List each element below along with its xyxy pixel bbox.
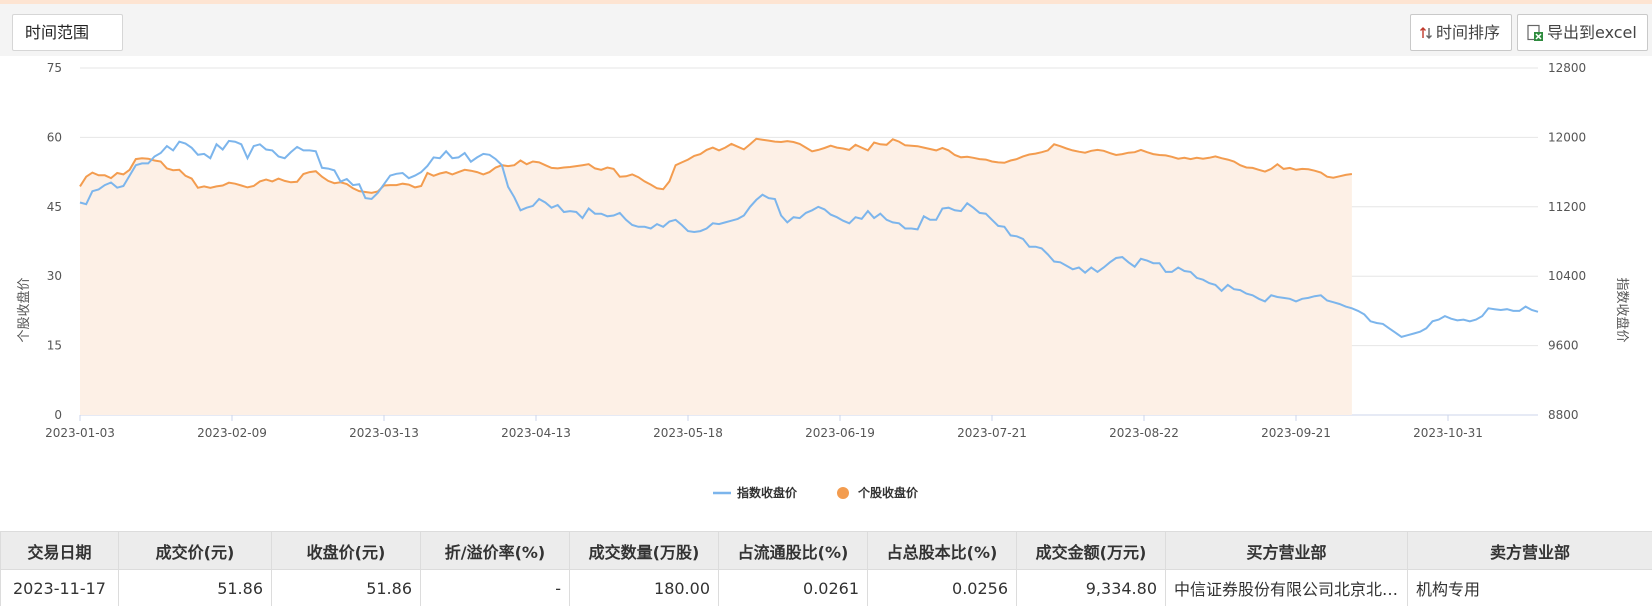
left-tick-label: 30	[47, 269, 62, 283]
excel-icon	[1526, 24, 1544, 42]
toolbar: 时间范围 时间排序 导出到excel	[0, 4, 1652, 56]
right-tick-label: 12000	[1548, 130, 1586, 144]
block-trade-table: 交易日期 成交价(元) 收盘价(元) 折/溢价率(%) 成交数量(万股) 占流通…	[0, 531, 1652, 606]
stock-area-fill	[80, 138, 1352, 416]
header-trade-price[interactable]: 成交价(元)	[118, 531, 272, 570]
table-row[interactable]: 2023-11-17 51.86 51.86 - 180.00 0.0261 0…	[0, 569, 1652, 606]
header-premium-rate[interactable]: 折/溢价率(%)	[420, 531, 570, 570]
right-tick-label: 10400	[1548, 269, 1586, 283]
cell-premium-rate: -	[420, 569, 570, 606]
header-buyer-branch[interactable]: 买方营业部	[1165, 531, 1408, 570]
header-close-price[interactable]: 收盘价(元)	[271, 531, 421, 570]
right-tick-label: 8800	[1548, 408, 1579, 422]
x-tick-label: 2023-07-21	[957, 426, 1027, 440]
chart-legend: 指数收盘价 个股收盘价	[713, 485, 919, 500]
x-tick-label: 2023-08-22	[1109, 426, 1179, 440]
left-tick-label: 15	[47, 339, 62, 353]
right-tick-label: 12800	[1548, 61, 1586, 75]
export-excel-button[interactable]: 导出到excel	[1517, 14, 1648, 51]
cell-trade-date: 2023-11-17	[0, 569, 119, 606]
table-header-row: 交易日期 成交价(元) 收盘价(元) 折/溢价率(%) 成交数量(万股) 占流通…	[0, 531, 1652, 570]
x-tick-label: 2023-10-31	[1413, 426, 1483, 440]
left-tick-label: 45	[47, 200, 62, 214]
export-excel-label: 导出到excel	[1547, 23, 1637, 42]
header-total-ratio[interactable]: 占总股本比(%)	[867, 531, 1017, 570]
cell-total-ratio: 0.0256	[867, 569, 1017, 606]
legend-item-index[interactable]: 指数收盘价	[713, 485, 798, 500]
right-tick-label: 11200	[1548, 200, 1586, 214]
legend-item-stock[interactable]: 个股收盘价	[837, 485, 919, 500]
x-tick-label: 2023-09-21	[1261, 426, 1331, 440]
cell-close-price: 51.86	[271, 569, 421, 606]
header-trade-date[interactable]: 交易日期	[0, 531, 119, 570]
svg-text:指数收盘价: 指数收盘价	[737, 485, 798, 500]
header-float-ratio[interactable]: 占流通股比(%)	[718, 531, 868, 570]
top-accent-bar	[0, 0, 1652, 4]
left-tick-label: 75	[47, 61, 62, 75]
index-close-line	[79, 139, 1539, 338]
header-volume[interactable]: 成交数量(万股)	[569, 531, 719, 570]
cell-buyer-branch[interactable]: 中信证券股份有限公司北京北…	[1165, 569, 1408, 606]
price-chart: 75 12800 60 12000 45 11200 30 10400 15 9600 0 8800 2…	[16, 61, 1630, 500]
time-sort-button[interactable]: 时间排序	[1410, 14, 1512, 51]
cell-float-ratio: 0.0261	[718, 569, 868, 606]
x-tick-label: 2023-06-19	[805, 426, 875, 440]
right-tick-label: 9600	[1548, 339, 1579, 353]
cell-seller-branch[interactable]: 机构专用	[1407, 569, 1652, 606]
x-tick-label: 2023-05-18	[653, 426, 723, 440]
x-tick-label: 2023-04-13	[501, 426, 571, 440]
left-tick-label: 60	[47, 130, 62, 144]
header-amount[interactable]: 成交金额(万元)	[1016, 531, 1166, 570]
left-axis-title: 个股收盘价	[16, 277, 32, 342]
left-tick-label: 0	[54, 408, 62, 422]
time-sort-label: 时间排序	[1436, 23, 1501, 42]
right-axis-title: 指数收盘价	[1614, 277, 1630, 342]
x-tick-label: 2023-01-03	[45, 426, 115, 440]
cell-amount: 9,334.80	[1016, 569, 1166, 606]
cell-volume: 180.00	[569, 569, 719, 606]
x-tick-label: 2023-02-09	[197, 426, 267, 440]
sort-arrows-icon	[1419, 26, 1433, 40]
stock-close-line	[79, 137, 1353, 194]
header-seller-branch[interactable]: 卖方营业部	[1407, 531, 1652, 570]
time-range-button[interactable]: 时间范围	[12, 14, 123, 51]
svg-text:个股收盘价: 个股收盘价	[857, 485, 919, 500]
x-tick-label: 2023-03-13	[349, 426, 419, 440]
cell-trade-price: 51.86	[118, 569, 272, 606]
